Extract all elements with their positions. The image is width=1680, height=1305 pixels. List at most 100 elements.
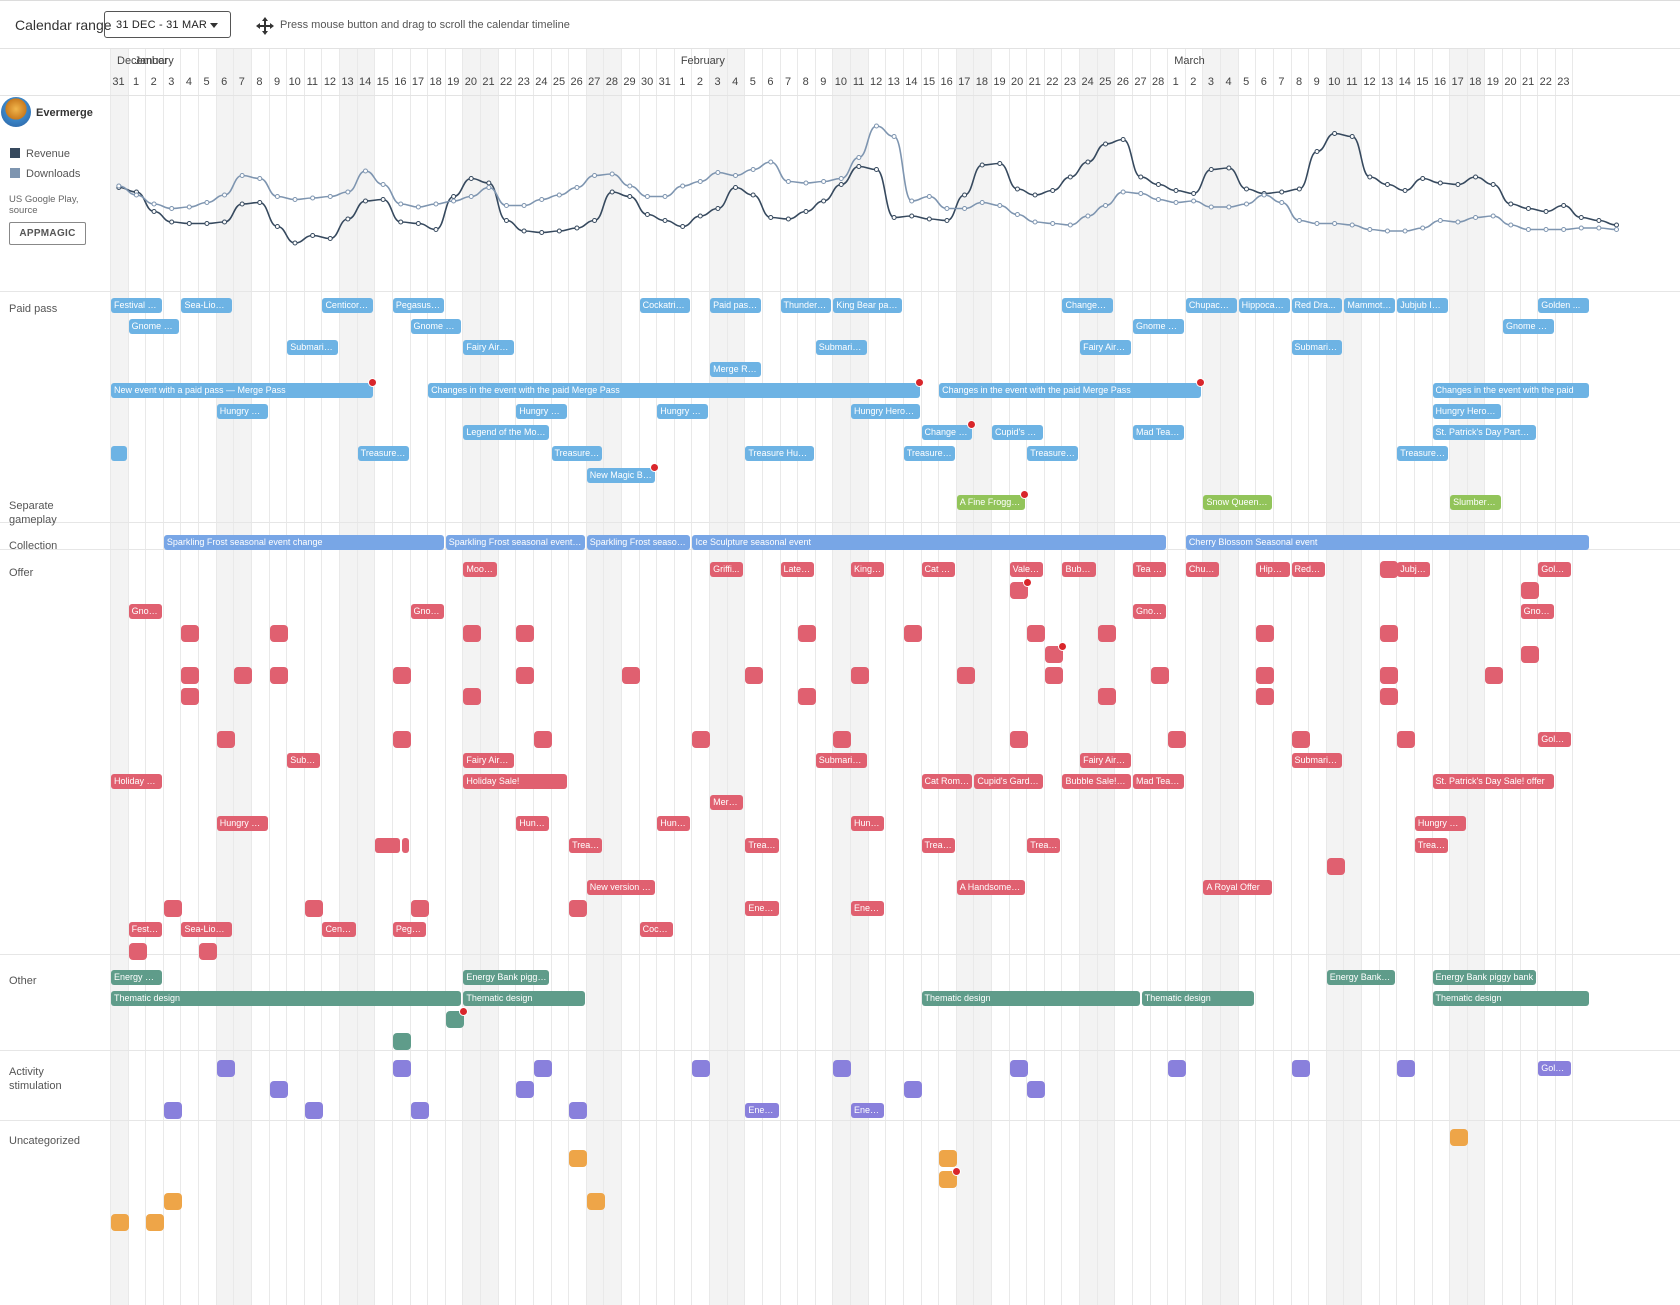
day-label[interactable]: 12 <box>1363 76 1376 88</box>
data-point-downloads[interactable] <box>468 194 474 199</box>
day-label[interactable]: 7 <box>238 76 245 88</box>
data-point-revenue[interactable] <box>979 162 985 168</box>
day-label[interactable]: 2 <box>1190 76 1197 88</box>
data-point-revenue[interactable] <box>327 236 333 241</box>
event-bar[interactable]: Legend of the Moo... <box>463 425 550 441</box>
day-label[interactable]: 14 <box>359 76 372 88</box>
data-point-downloads[interactable] <box>1437 218 1443 223</box>
event-bar[interactable]: Holiday Sale! <box>463 774 568 789</box>
event-bar[interactable]: Treas... <box>921 837 955 853</box>
event-bar[interactable]: Hung... <box>516 816 550 832</box>
data-point-downloads[interactable] <box>997 203 1003 208</box>
event-bar[interactable]: Cupid's Garden... <box>974 774 1043 789</box>
event-marker[interactable] <box>833 1060 852 1077</box>
event-marker[interactable] <box>392 667 411 684</box>
data-point-downloads[interactable] <box>169 206 175 211</box>
day-label[interactable]: 31 <box>658 76 671 88</box>
data-point-revenue[interactable] <box>627 194 633 199</box>
data-point-revenue[interactable] <box>768 215 774 220</box>
event-marker[interactable] <box>833 730 852 748</box>
day-label[interactable]: 20 <box>1504 76 1517 88</box>
day-label[interactable]: 5 <box>203 76 210 88</box>
data-point-revenue[interactable] <box>345 216 351 222</box>
day-label[interactable]: 28 <box>1151 76 1165 88</box>
data-point-downloads[interactable] <box>257 176 263 181</box>
day-label[interactable]: 22 <box>1046 76 1059 88</box>
event-bar[interactable]: Fairy Aircr... <box>463 752 515 768</box>
event-marker[interactable] <box>586 1192 605 1210</box>
event-bar[interactable]: Submarin... <box>815 752 867 768</box>
data-point-downloads[interactable] <box>1596 225 1602 231</box>
data-point-revenue[interactable] <box>1155 182 1161 187</box>
day-label[interactable]: 13 <box>341 76 354 88</box>
day-label[interactable]: 9 <box>820 76 827 88</box>
event-bar[interactable]: A Fine Froggy ... <box>956 495 1026 510</box>
data-point-downloads[interactable] <box>503 203 509 208</box>
data-point-revenue[interactable] <box>1067 174 1073 180</box>
data-point-downloads[interactable] <box>1561 227 1567 232</box>
event-bar[interactable]: Change to... <box>921 425 973 441</box>
day-label[interactable]: 16 <box>394 76 407 88</box>
data-point-revenue[interactable] <box>468 176 474 181</box>
event-bar[interactable]: King Bear paid ... <box>833 298 902 313</box>
data-point-downloads[interactable] <box>1578 225 1584 231</box>
event-marker[interactable] <box>463 624 482 642</box>
data-point-revenue[interactable] <box>821 198 827 204</box>
data-point-downloads[interactable] <box>1455 219 1461 225</box>
event-bar[interactable]: Thematic design <box>111 991 462 1007</box>
event-marker[interactable] <box>1044 645 1063 663</box>
event-bar[interactable]: Submarin... <box>287 340 339 356</box>
day-label[interactable]: 12 <box>870 76 883 88</box>
event-bar[interactable]: Jubjub Isl... <box>1397 298 1449 313</box>
data-point-downloads[interactable] <box>909 198 915 204</box>
event-bar[interactable]: Golden ... <box>1538 298 1590 313</box>
day-label[interactable]: 22 <box>500 76 513 88</box>
event-marker[interactable] <box>304 1102 323 1120</box>
event-marker[interactable] <box>798 688 817 706</box>
event-bar[interactable]: Tea P... <box>1132 562 1167 577</box>
event-bar[interactable]: Treasure Hunt ... <box>745 446 814 462</box>
event-bar[interactable]: Energ... <box>851 901 885 917</box>
event-bar[interactable]: Cockatric... <box>639 298 691 313</box>
event-bar[interactable]: Fairy Aircr... <box>1080 340 1131 356</box>
day-label[interactable]: 8 <box>802 76 809 88</box>
event-bar[interactable]: Holiday Sa... <box>111 774 162 789</box>
event-bar[interactable]: Chup... <box>1185 562 1220 577</box>
event-marker[interactable] <box>1097 624 1116 642</box>
event-marker[interactable] <box>1256 624 1275 642</box>
day-label[interactable]: 9 <box>274 76 281 88</box>
data-point-revenue[interactable] <box>1191 191 1197 196</box>
data-point-downloads[interactable] <box>1543 227 1549 232</box>
event-bar[interactable]: Late ... <box>780 562 814 577</box>
event-bar[interactable]: Thematic design <box>1141 991 1255 1007</box>
event-bar[interactable]: Treasure ... <box>1027 446 1079 462</box>
event-bar[interactable]: Golde... <box>1538 731 1572 747</box>
event-marker[interactable] <box>111 1213 129 1231</box>
event-bar[interactable]: Treasure ... <box>1397 446 1449 462</box>
data-point-downloads[interactable] <box>1614 227 1620 232</box>
data-point-downloads[interactable] <box>222 192 228 198</box>
event-bar[interactable]: Moon... <box>463 562 497 577</box>
event-marker[interactable] <box>1291 730 1310 748</box>
data-point-revenue[interactable] <box>1525 206 1531 211</box>
day-label[interactable]: 15 <box>376 76 389 88</box>
day-label[interactable]: 1 <box>1172 76 1179 88</box>
event-marker[interactable] <box>392 730 411 748</box>
event-marker[interactable] <box>569 1102 588 1120</box>
event-bar[interactable]: Changes in the event with the paid Merge… <box>939 382 1202 398</box>
event-bar[interactable]: Red Dra... <box>1291 298 1343 313</box>
event-bar[interactable]: Chupacab... <box>1185 298 1237 313</box>
event-marker[interactable] <box>1520 582 1539 600</box>
data-point-revenue[interactable] <box>891 215 897 220</box>
data-point-revenue[interactable] <box>1332 131 1338 136</box>
data-point-revenue[interactable] <box>451 194 457 199</box>
event-marker[interactable] <box>1009 582 1028 600</box>
data-point-downloads[interactable] <box>1314 221 1320 226</box>
day-label[interactable]: 26 <box>570 76 583 88</box>
day-label[interactable]: 18 <box>1469 76 1482 88</box>
event-marker[interactable] <box>1326 857 1345 875</box>
data-point-revenue[interactable] <box>433 227 439 232</box>
day-label[interactable]: 29 <box>623 76 636 88</box>
event-marker[interactable] <box>516 667 535 684</box>
event-marker[interactable] <box>181 624 200 642</box>
